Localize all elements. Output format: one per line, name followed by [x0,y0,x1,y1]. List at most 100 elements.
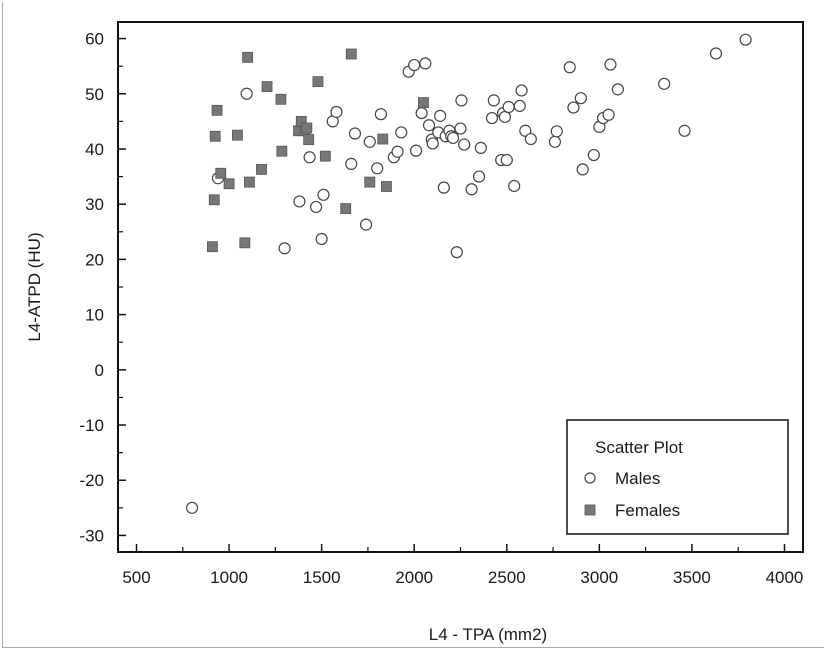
male-point [422,119,436,132]
male-point [359,218,373,231]
male-point [426,137,439,150]
male-point [576,163,589,176]
female-point [244,176,255,188]
male-point [604,58,617,71]
male-point [515,84,528,97]
male-point [519,124,532,137]
female-point [239,237,251,249]
y-tick-label: 60 [85,30,104,49]
male-point [709,47,723,60]
legend-marker-females [584,504,596,516]
female-point [256,164,267,175]
male-point [293,195,306,208]
x-tick-label: 4000 [766,568,804,587]
male-point [508,179,521,193]
male-point [419,57,432,70]
male-point [465,183,478,196]
male-point [345,157,358,170]
female-point [208,194,220,206]
x-tick-label: 1500 [303,568,341,587]
female-point [223,178,235,190]
male-point [500,153,513,167]
legend-label-males: Males [615,469,660,488]
y-tick-label: -20 [79,471,104,490]
female-point [301,122,313,134]
male-point [548,135,562,148]
male-point [472,170,486,183]
male-point [487,94,500,107]
legend-label-females: Females [615,501,680,520]
legend: Scatter Plot Males Females [566,419,789,535]
legend-title: Scatter Plot [595,438,683,457]
male-point [450,246,463,259]
x-axis-label: L4 - TPA (mm2) [429,625,547,644]
male-point [611,83,624,96]
x-tick-label: 1000 [210,568,248,587]
y-tick-label: 30 [85,195,104,214]
male-point [455,94,468,107]
female-point [303,134,315,145]
male-point [185,501,199,514]
male-point [567,101,580,114]
female-point [340,203,352,215]
male-point [513,99,526,113]
male-point [315,232,328,246]
data-points [185,33,752,514]
male-point [446,131,460,145]
female-point [207,241,218,253]
female-point [319,150,331,162]
female-point [276,145,288,157]
male-point [678,124,691,137]
female-point [345,48,357,60]
x-tick-label: 3000 [580,568,618,587]
male-point [317,188,330,201]
legend-box [566,419,789,535]
male-point [371,162,384,175]
male-point [524,132,537,146]
female-point [242,51,253,63]
male-point [303,151,316,164]
male-point [458,138,471,151]
male-point [408,58,421,72]
male-point [563,61,576,74]
male-point [363,135,376,148]
male-point [434,109,447,122]
female-point [381,181,392,192]
y-tick-label: 50 [85,85,104,104]
male-point [739,33,752,46]
x-axis: 500 1000 1500 2000 2500 3000 3500 4000 [122,544,803,587]
female-point [209,130,221,142]
female-point [418,97,429,109]
female-point [275,93,287,105]
y-tick-label: -30 [79,526,104,545]
y-tick-label: 40 [85,140,104,159]
male-point [658,77,671,90]
x-tick-label: 500 [122,568,150,587]
y-tick-label: 20 [85,250,104,269]
female-point [364,176,376,188]
male-point [395,126,408,139]
x-tick-label: 2000 [395,568,433,587]
male-point [474,141,487,154]
female-point [232,129,243,141]
male-point [437,181,450,194]
male-point [415,106,428,120]
male-point [602,108,615,121]
y-axis-label: L4-ATPD (HU) [25,232,44,341]
male-point [348,127,362,140]
male-point [485,111,499,125]
male-point [454,122,467,135]
y-tick-label: 0 [95,361,104,380]
legend-marker-males [584,472,596,484]
male-point [574,92,587,105]
male-point [587,148,600,162]
female-point [215,167,227,179]
female-point [261,81,273,92]
y-axis: -30 -20 -10 0 10 20 30 40 50 60 [79,30,126,545]
male-point [330,105,343,119]
male-point [278,242,291,255]
female-point [377,133,389,145]
y-tick-label: 10 [85,306,104,325]
